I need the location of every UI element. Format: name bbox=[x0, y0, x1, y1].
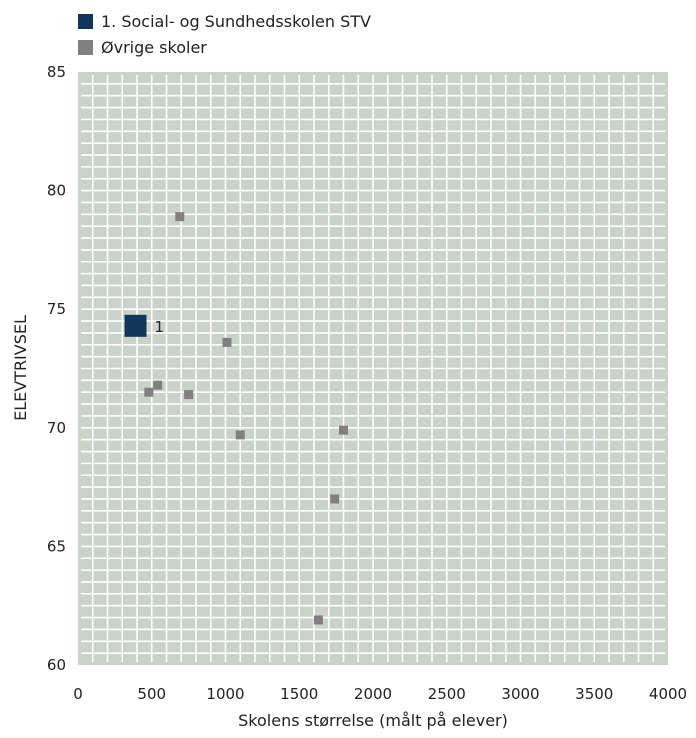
data-point bbox=[339, 425, 348, 435]
legend-label-others: Øvrige skoler bbox=[101, 38, 207, 57]
data-point bbox=[153, 380, 163, 390]
data-point bbox=[184, 390, 194, 400]
y-tick-label: 75 bbox=[47, 300, 66, 318]
legend-label-highlight: 1. Social- og Sundhedsskolen STV bbox=[101, 12, 371, 31]
x-tick-label: 2000 bbox=[354, 685, 392, 703]
x-tick-label: 2500 bbox=[428, 685, 466, 703]
x-tick-label: 3500 bbox=[575, 685, 613, 703]
x-tick-label: 500 bbox=[137, 685, 166, 703]
data-point bbox=[144, 387, 154, 397]
x-tick-label: 1000 bbox=[206, 685, 244, 703]
data-points: 1 bbox=[124, 212, 348, 625]
x-tick-label: 4000 bbox=[649, 685, 687, 703]
data-point bbox=[222, 337, 232, 347]
y-axis-label: ELEVTRIVSEL bbox=[11, 315, 30, 421]
legend-swatch-others bbox=[78, 40, 93, 55]
x-axis-label: Skolens størrelse (målt på elever) bbox=[238, 711, 508, 730]
y-tick-label: 70 bbox=[47, 419, 66, 437]
data-point bbox=[175, 212, 185, 222]
x-tick-label: 1500 bbox=[280, 685, 318, 703]
data-point bbox=[330, 494, 340, 504]
data-point-label: 1 bbox=[155, 318, 165, 336]
x-tick-label: 0 bbox=[73, 685, 83, 703]
y-tick-label: 80 bbox=[47, 182, 66, 200]
y-tick-label: 65 bbox=[47, 537, 66, 555]
y-axis-ticks: 60 65 70 75 80 85 bbox=[47, 63, 66, 674]
data-point bbox=[235, 430, 245, 440]
plot-area bbox=[78, 72, 668, 665]
y-tick-label: 60 bbox=[47, 656, 66, 674]
y-tick-label: 85 bbox=[47, 63, 66, 81]
legend-swatch-highlight bbox=[78, 14, 93, 29]
data-point-highlight bbox=[124, 314, 147, 337]
x-axis-ticks: 0 500 1000 1500 2000 2500 3000 3500 4000 bbox=[73, 685, 687, 703]
data-point bbox=[313, 615, 323, 625]
x-tick-label: 3000 bbox=[501, 685, 539, 703]
legend: 1. Social- og Sundhedsskolen STV Øvrige … bbox=[78, 12, 371, 57]
